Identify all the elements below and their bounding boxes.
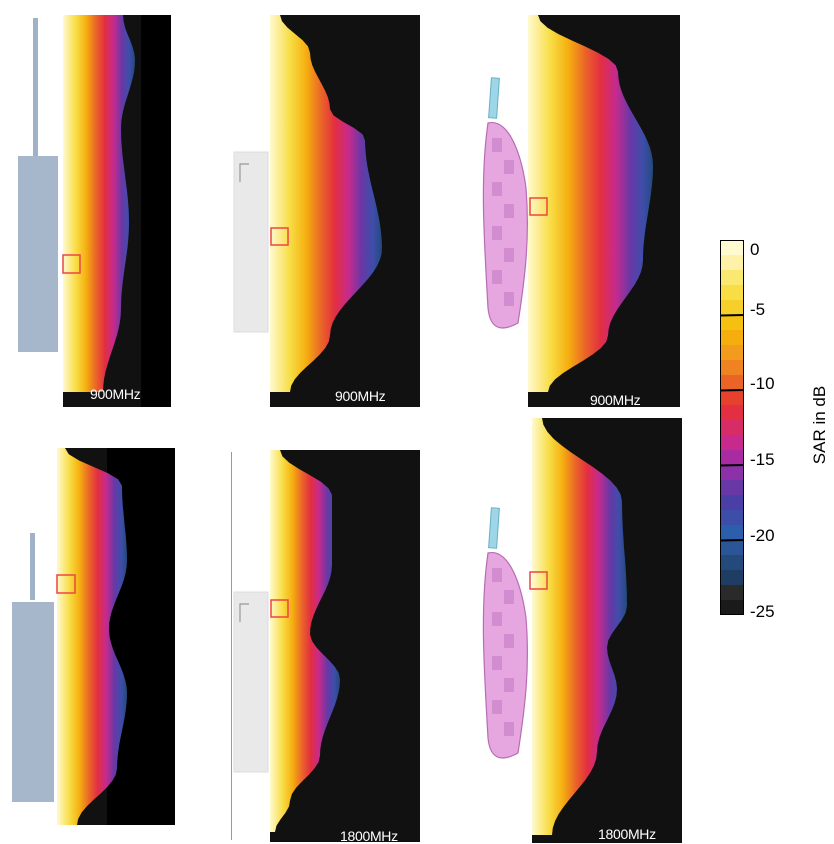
colorbar-swatch (720, 555, 744, 570)
reference-box (529, 197, 548, 216)
generic-phone-body (233, 591, 269, 773)
colorbar-title: SAR in dB (810, 385, 829, 465)
colorbar-swatch (720, 345, 744, 360)
colorbar-swatch (720, 330, 744, 345)
sar-distribution (532, 418, 627, 835)
colorbar-swatch (720, 375, 744, 390)
colorbar-swatch (720, 525, 744, 540)
sar-panel-generic-phone-1800: 1800MHz (225, 440, 425, 844)
colorbar-divider (720, 314, 745, 317)
phone-component (504, 678, 514, 692)
reference-box (270, 227, 289, 246)
dipole-feed (30, 533, 35, 600)
sar-panel-realistic-phone-900: 900MHz (470, 0, 690, 420)
phone-component (504, 634, 514, 648)
colorbar-swatch (720, 270, 744, 285)
colorbar-tick: -15 (750, 450, 775, 469)
colorbar-tick: -10 (750, 374, 775, 393)
phone-component (504, 160, 514, 174)
frequency-label: 900MHz (90, 386, 141, 402)
air-region (141, 15, 171, 407)
sar-heatmap (233, 450, 420, 842)
reference-box (62, 254, 81, 274)
sar-distribution (528, 15, 653, 392)
dipole-body (18, 156, 58, 352)
colorbar-swatch (720, 285, 744, 300)
frequency-label: 1800MHz (598, 826, 656, 842)
frequency-label: 1800MHz (92, 825, 150, 841)
phone-component (504, 292, 514, 306)
colorbar-swatch (720, 315, 744, 330)
reference-box (529, 571, 548, 590)
colorbar-swatch (720, 570, 744, 585)
colorbar-swatch (720, 540, 744, 555)
sar-panel-generic-phone-900: 900MHz (225, 0, 425, 420)
colorbar-swatch (720, 300, 744, 315)
sar-heatmap (482, 15, 680, 407)
colorbar-swatch (720, 360, 744, 375)
phone-component (504, 722, 514, 736)
colorbar-tick: -25 (750, 602, 775, 621)
sar-panel-dipole-1800: 1800MHz (0, 440, 180, 843)
colorbar-divider (720, 464, 745, 467)
colorbar-tick: -20 (750, 526, 775, 545)
colorbar (720, 240, 745, 615)
phone-component (504, 590, 514, 604)
antenna-outline (239, 163, 249, 182)
frequency-label: 1800MHz (340, 828, 398, 844)
sar-heatmap (482, 418, 682, 843)
generic-phone-body (233, 151, 269, 333)
phone-antenna (488, 507, 500, 549)
sar-panel-dipole-900: 900MHz (0, 0, 180, 420)
colorbar-swatch (720, 450, 744, 465)
divider-line (231, 452, 232, 840)
reference-box (270, 599, 289, 618)
colorbar-swatch (720, 600, 744, 615)
colorbar-tick: 0 (750, 240, 760, 259)
dipole-body (12, 602, 54, 802)
sar-distribution (63, 15, 135, 392)
sar-heatmap (12, 448, 175, 825)
sar-distribution (57, 448, 127, 825)
colorbar-swatch (720, 240, 744, 255)
sar-heatmap (18, 15, 171, 407)
colorbar-swatch (720, 480, 744, 495)
colorbar-divider (720, 389, 745, 392)
colorbar-swatch (720, 390, 744, 405)
phone-component (492, 226, 502, 240)
colorbar-frame (720, 240, 744, 615)
antenna-outline (239, 603, 249, 622)
phone-component (492, 612, 502, 626)
sar-panel-realistic-phone-1800: 1800MHz (470, 410, 690, 843)
phone-component (492, 138, 502, 152)
reference-box (56, 574, 76, 594)
phone-component (492, 700, 502, 714)
phone-component (492, 656, 502, 670)
colorbar-swatch (720, 405, 744, 420)
colorbar-swatch (720, 255, 744, 270)
phone-component (492, 270, 502, 284)
sar-heatmap (233, 15, 420, 407)
sar-distribution (270, 450, 340, 832)
colorbar-swatch (720, 435, 744, 450)
phone-component (504, 248, 514, 262)
colorbar-swatch (720, 420, 744, 435)
colorbar-swatch (720, 465, 744, 480)
sar-distribution (270, 15, 382, 392)
phone-antenna (488, 77, 500, 119)
frequency-label: 900MHz (590, 392, 641, 408)
colorbar-swatch (720, 510, 744, 525)
colorbar-swatch (720, 495, 744, 510)
colorbar-tick: -5 (750, 300, 766, 319)
dipole-feed (33, 18, 38, 156)
colorbar-divider (720, 539, 745, 542)
realistic-phone-model (482, 507, 529, 759)
phone-component (504, 204, 514, 218)
phone-component (492, 568, 502, 582)
frequency-label: 900MHz (335, 388, 386, 404)
realistic-phone-model (482, 77, 529, 329)
colorbar-swatch (720, 585, 744, 600)
phone-component (492, 182, 502, 196)
